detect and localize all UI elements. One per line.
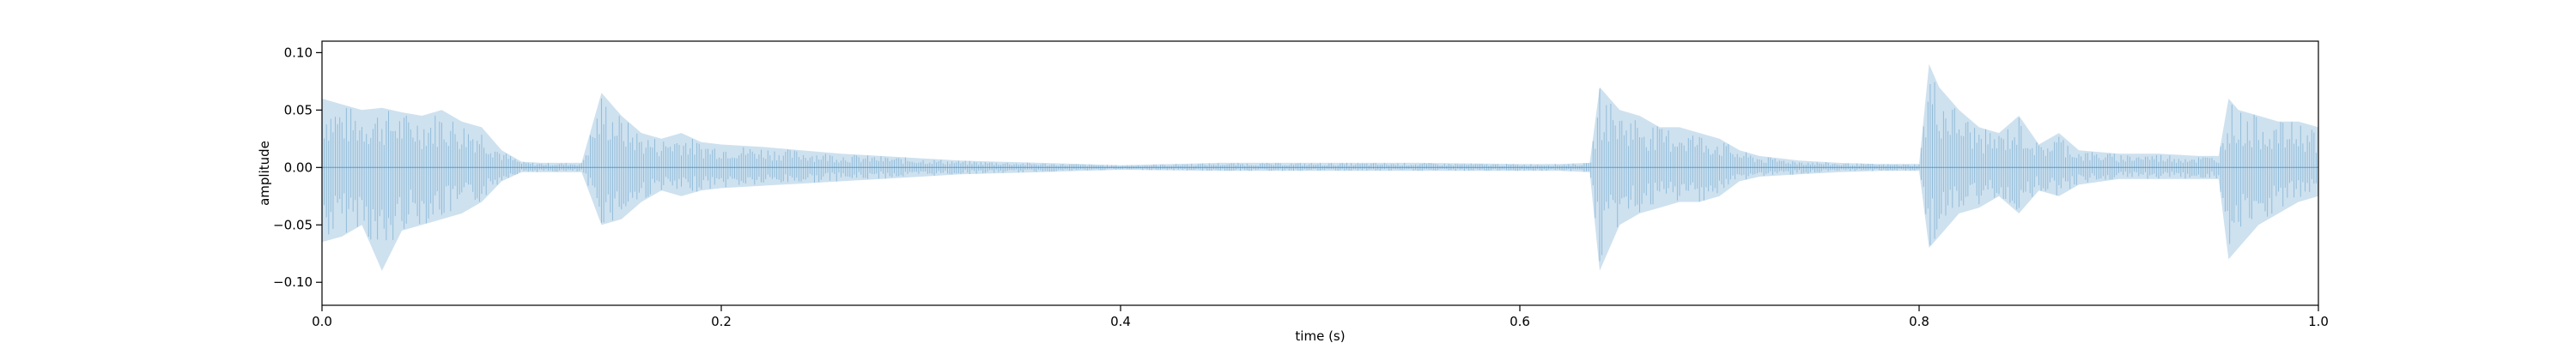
y-axis-label: amplitude bbox=[257, 141, 272, 206]
x-tick-label: 0.6 bbox=[1510, 314, 1530, 329]
x-tick-label: 0.4 bbox=[1110, 314, 1131, 329]
axes-frame bbox=[321, 40, 2319, 306]
x-axis-ticks: 0.0 0.2 0.4 0.6 0.8 1.0 bbox=[312, 305, 2329, 329]
y-tick-label: −0.10 bbox=[273, 274, 313, 290]
y-tick-label: −0.05 bbox=[273, 217, 313, 232]
y-tick-label: 0.10 bbox=[284, 45, 313, 60]
y-tick-label: 0.00 bbox=[284, 159, 313, 175]
waveform-lines bbox=[321, 81, 2319, 262]
x-axis-label: time (s) bbox=[1295, 328, 1345, 343]
x-tick-label: 0.0 bbox=[312, 314, 332, 329]
x-tick-label: 0.8 bbox=[1909, 314, 1929, 329]
x-tick-label: 1.0 bbox=[2308, 314, 2329, 329]
y-tick-label: 0.05 bbox=[284, 102, 313, 117]
y-axis-ticks: −0.10 −0.05 0.00 0.05 0.10 bbox=[273, 45, 322, 290]
x-tick-label: 0.2 bbox=[711, 314, 732, 329]
plot-area bbox=[321, 63, 2319, 271]
